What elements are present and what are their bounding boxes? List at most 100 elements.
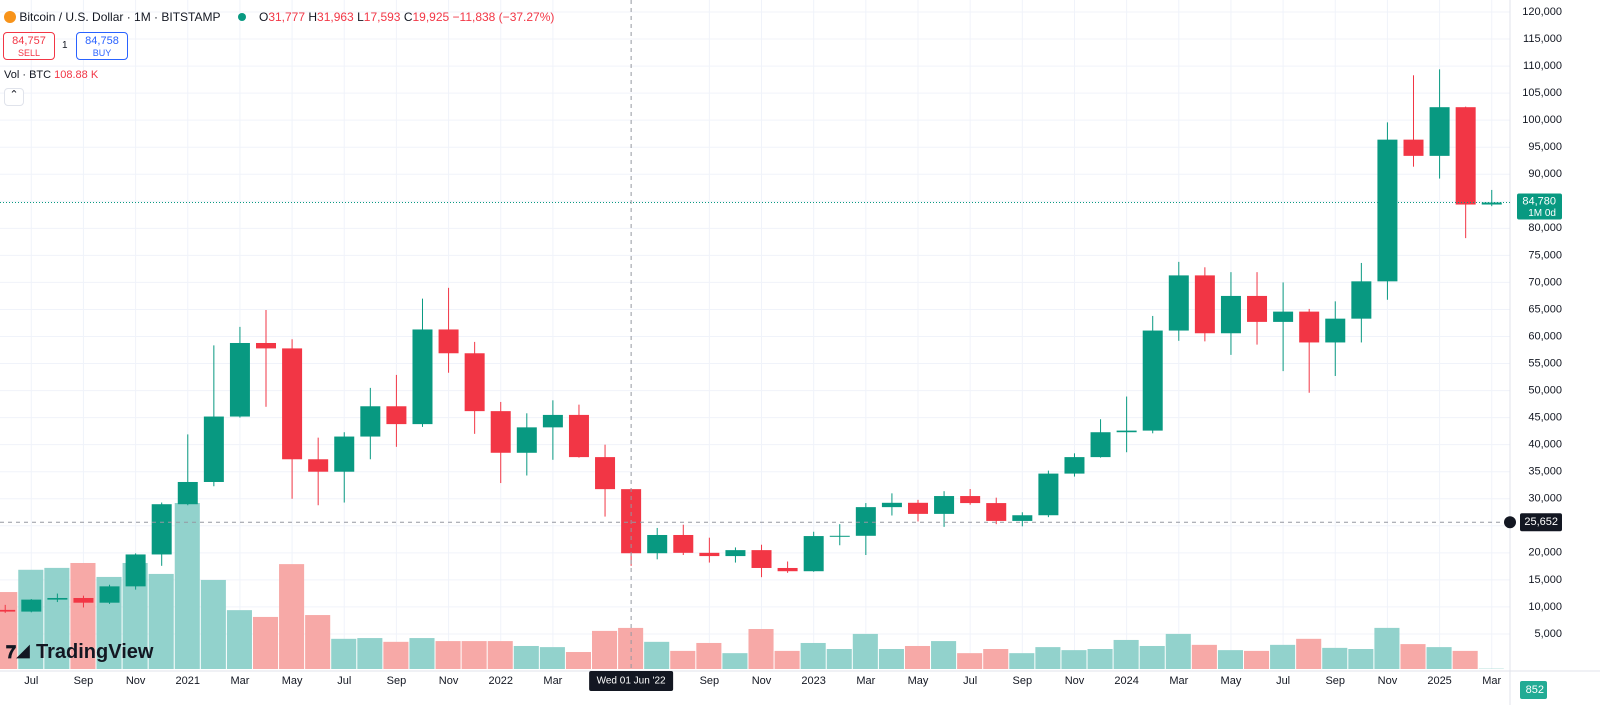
crosshair-plus [1504, 516, 1516, 529]
change: −11,838 (−37.27%) [452, 10, 555, 24]
h: 31,963 [317, 10, 354, 24]
c: 19,925 [412, 10, 450, 24]
candle-body [1012, 515, 1033, 521]
volume-bar [539, 647, 565, 669]
y-tick-label: 105,000 [1522, 87, 1562, 99]
candle-body [47, 597, 68, 600]
sell-price: 84,757 [12, 35, 46, 47]
candle-body [412, 329, 433, 425]
candle-body [699, 552, 720, 557]
volume-bar [461, 641, 487, 669]
l-key: L [357, 10, 364, 24]
sell-button[interactable]: 84,757 SELL [3, 32, 55, 60]
volume-bar [1296, 638, 1322, 669]
last-volume-box [1520, 681, 1547, 699]
volume-bar [357, 638, 383, 669]
candle-body [803, 536, 824, 572]
candle-body [960, 496, 981, 504]
x-tick-label: Mar [1169, 675, 1188, 687]
volume-bar [1348, 649, 1374, 669]
last-price-label: 84,780 [1522, 195, 1556, 207]
y-tick-label: 40,000 [1528, 439, 1562, 451]
x-tick-label: Sep [74, 675, 94, 687]
x-tick-label: 2023 [801, 675, 825, 687]
candle-body [229, 342, 250, 417]
volume-bar [252, 616, 279, 669]
volume-bar [748, 629, 774, 669]
crosshair-date-label: Wed 01 Jun '22 [597, 676, 666, 687]
candle-body [99, 586, 120, 603]
candle-body [1325, 318, 1346, 343]
candle-body [1455, 107, 1476, 205]
collapse-button[interactable]: ⌃ [4, 88, 24, 106]
candle-body [464, 353, 485, 412]
x-tick-label: 2025 [1427, 675, 1451, 687]
l: 17,593 [363, 10, 401, 24]
x-tick-label: May [282, 675, 303, 687]
volume-bar [1009, 653, 1035, 669]
candle-body [177, 481, 198, 505]
spread: 1 [62, 40, 68, 51]
buy-button[interactable]: 84,758 BUY [76, 32, 128, 60]
candle-body [0, 609, 16, 612]
volume-bar [878, 649, 904, 669]
crosshair-price-label: 25,652 [1524, 516, 1558, 528]
candle-body [1194, 275, 1215, 334]
volume-bar [200, 579, 226, 669]
candle-body [438, 329, 459, 354]
y-tick-label: 115,000 [1523, 33, 1562, 45]
candle-body [986, 503, 1007, 521]
candle-body [777, 567, 798, 572]
volume-bar [1374, 627, 1400, 669]
volume-bar [226, 610, 252, 669]
candle-body [360, 406, 381, 437]
y-tick-label: 70,000 [1528, 276, 1562, 288]
volume-bar [1035, 647, 1061, 669]
candle-body [21, 599, 42, 612]
y-tick-label: 100,000 [1522, 114, 1562, 126]
volume-bar [1139, 645, 1165, 669]
x-tick-label: 2022 [488, 675, 512, 687]
x-tick-label: Nov [1065, 675, 1085, 687]
candle-body [1220, 295, 1241, 334]
candle-body [73, 597, 94, 603]
candle-body [568, 414, 589, 458]
buy-price: 84,758 [85, 35, 119, 47]
candle-body [907, 502, 928, 514]
candle-body [673, 534, 694, 553]
candle-body [1038, 473, 1059, 516]
candle-body [490, 411, 511, 453]
volume-bar [435, 641, 461, 669]
candle-body [1273, 311, 1294, 322]
candle-body [595, 457, 616, 490]
candle-body [1064, 457, 1085, 474]
coin-icon [4, 11, 16, 23]
x-tick-label: 2021 [176, 675, 200, 687]
symbol: Bitcoin / U.S. Dollar · 1M · BITSTAMP [19, 10, 221, 24]
y-tick-label: 50,000 [1528, 384, 1562, 396]
volume-bar [1270, 644, 1296, 669]
y-tick-label: 20,000 [1528, 547, 1562, 559]
volume-bar [1087, 649, 1113, 669]
volume-bar [1400, 644, 1426, 669]
volume-bar [957, 653, 983, 669]
sell-label: SELL [17, 48, 41, 58]
y-tick-label: 5,000 [1534, 628, 1562, 640]
y-tick-label: 15,000 [1528, 574, 1562, 586]
o-key: O [258, 10, 269, 24]
y-tick-label: 90,000 [1528, 168, 1562, 180]
volume-bar [1243, 650, 1270, 669]
volume-bar [852, 633, 878, 669]
o: 31,777 [268, 10, 306, 24]
h-key: H [308, 10, 318, 24]
y-tick-label: 75,000 [1528, 249, 1562, 261]
candle-body [542, 414, 563, 428]
x-tick-label: Nov [752, 675, 772, 687]
candle-body [647, 534, 668, 554]
candle-body [751, 550, 772, 568]
x-tick-label: Mar [543, 675, 562, 687]
volume-bar [644, 641, 670, 669]
candle-body [386, 406, 407, 425]
volume-bar [931, 641, 957, 669]
